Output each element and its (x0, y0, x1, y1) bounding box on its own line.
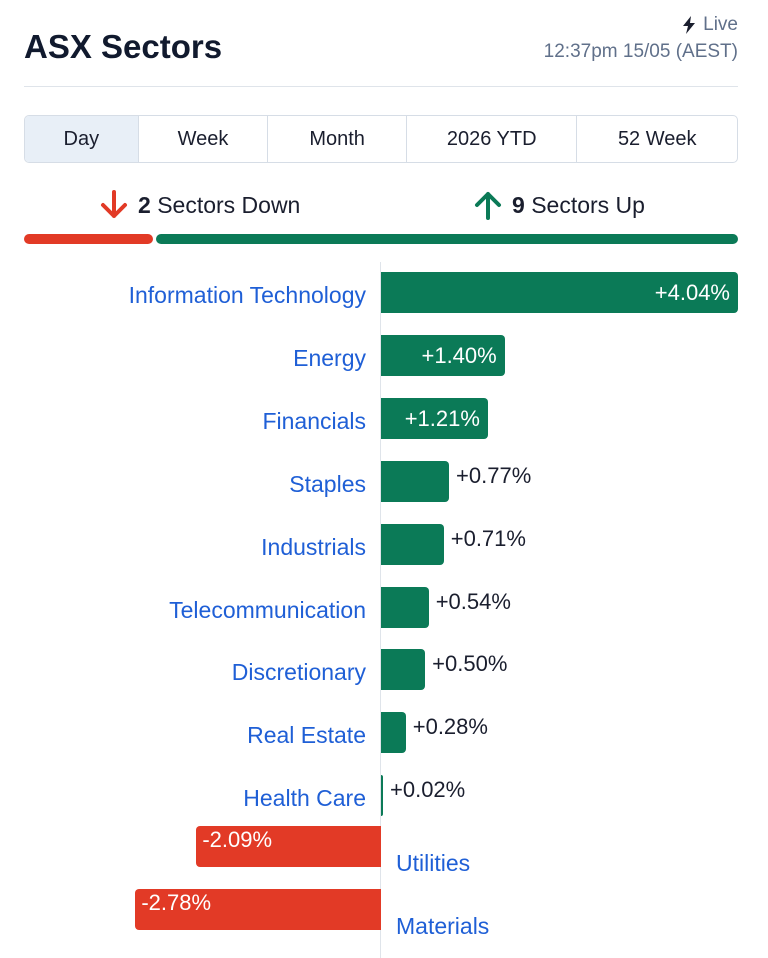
sector-value-label: +0.54% (435, 588, 511, 614)
lightning-icon (683, 16, 696, 34)
sector-label[interactable]: Discretionary (231, 659, 366, 686)
sector-bar (196, 826, 381, 868)
breadth-bar-up (156, 234, 738, 244)
sector-row-industrials: Industrials +0.71% (0, 514, 768, 576)
tab-month[interactable]: Month (268, 116, 407, 162)
sector-bar (381, 586, 429, 628)
sector-row-telecommunication: Telecommunication +0.54% (0, 577, 768, 639)
timestamp: 12:37pm 15/05 (AEST) (543, 41, 738, 62)
chart-axis (380, 262, 381, 958)
sector-value-label: +0.71% (450, 525, 526, 551)
sector-value-label: +0.50% (432, 651, 508, 677)
period-tabs: Day Week Month 2026 YTD 52 Week (24, 115, 738, 163)
page-title: ASX Sectors (24, 28, 223, 65)
sectors-up-summary: 9 Sectors Up (474, 190, 645, 220)
sector-row-information-technology: Information Technology +4.04% (0, 262, 768, 324)
sector-value-label: +0.02% (390, 777, 466, 803)
sector-bar (381, 712, 406, 754)
sector-value-label: +1.21% (404, 405, 480, 431)
breadth-bar (24, 234, 738, 244)
sectors-down-summary: 2 Sectors Down (100, 190, 300, 220)
sector-bar (381, 649, 426, 691)
sector-bar (381, 523, 444, 565)
tab-52-week[interactable]: 52 Week (617, 127, 697, 150)
breadth-bar-down (24, 234, 154, 244)
sector-label[interactable]: Energy (293, 344, 366, 371)
sector-row-materials: Materials -2.78% (0, 889, 768, 953)
sector-row-health-care: Health Care +0.02% (0, 765, 768, 827)
sector-row-utilities: Utilities -2.09% (0, 826, 768, 890)
sectors-down-text: Sectors Down (157, 191, 301, 218)
sector-bar (381, 334, 505, 376)
sector-label[interactable]: Health Care (243, 785, 366, 812)
tab-2026-ytd[interactable]: 2026 YTD (407, 116, 578, 162)
sector-label[interactable]: Information Technology (128, 282, 366, 308)
sector-label[interactable]: Staples (289, 470, 366, 497)
sector-bar (381, 775, 383, 817)
sector-value-label: +0.77% (456, 462, 532, 488)
sectors-up-count: 9 (512, 191, 525, 218)
arrow-down-icon (101, 190, 127, 218)
live-label: Live (703, 14, 738, 35)
sector-label[interactable]: Telecommunication (169, 596, 366, 623)
sector-bar (135, 889, 381, 930)
sectors-down-count: 2 (138, 191, 151, 218)
sector-value-label: -2.78% (141, 890, 212, 915)
tab-day[interactable]: Day (25, 116, 139, 162)
sector-bar (381, 397, 488, 439)
sector-value-label: +4.04% (654, 280, 730, 305)
sector-row-staples: Staples +0.77% (0, 451, 768, 513)
sectors-up-text: Sectors Up (531, 191, 645, 218)
sector-value-label: +1.40% (421, 342, 497, 368)
tab-week[interactable]: Week (139, 116, 269, 162)
sector-label[interactable]: Real Estate (247, 722, 366, 749)
sector-label[interactable]: Materials (396, 913, 490, 939)
sector-value-label: -2.09% (202, 827, 273, 853)
sector-bar (381, 272, 738, 313)
live-indicator: Live (681, 14, 738, 36)
sector-row-energy: Energy +1.40% (0, 325, 768, 387)
sector-row-real-estate: Real Estate +0.28% (0, 702, 768, 764)
sector-label[interactable]: Industrials (261, 533, 366, 560)
arrow-up-icon (475, 192, 501, 220)
sector-bar (381, 460, 450, 502)
divider (24, 86, 738, 87)
sector-chart: Information Technology +4.04% Energy +1.40%… (0, 262, 768, 958)
sector-value-label: +0.28% (412, 714, 488, 740)
sector-row-discretionary: Discretionary +0.50% (0, 639, 768, 701)
sector-label[interactable]: Utilities (396, 850, 471, 877)
sector-row-financials: Financials +1.21% (0, 388, 768, 450)
sector-label[interactable]: Financials (262, 407, 366, 434)
